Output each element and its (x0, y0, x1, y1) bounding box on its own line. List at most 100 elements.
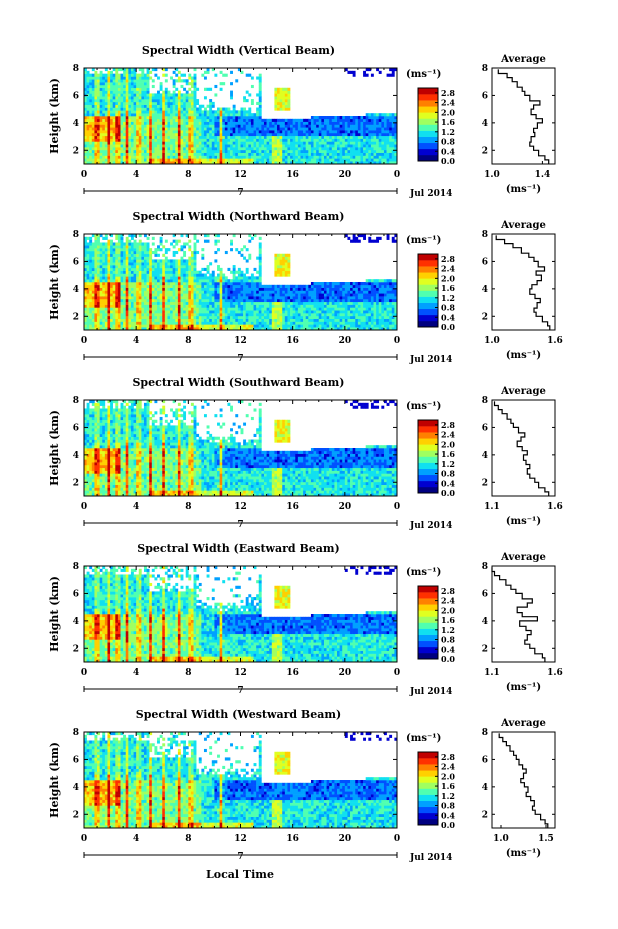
heatmap-cell (157, 259, 160, 263)
heatmap-cell (143, 265, 147, 269)
heatmap-cell (352, 127, 356, 131)
heatmap-cell (227, 293, 231, 297)
heatmap-cell (237, 110, 241, 114)
heatmap-cell (376, 138, 380, 142)
heatmap-cell (136, 141, 140, 145)
heatmap-cell (99, 110, 103, 114)
heatmap-cell (290, 127, 293, 131)
heatmap-cell (115, 107, 119, 111)
heatmap-cell (177, 116, 181, 120)
heatmap-cell (170, 259, 173, 263)
heatmap-cell (183, 279, 187, 283)
heatmap-cell (290, 138, 293, 142)
heatmap-cell (99, 73, 103, 77)
heatmap-cell (149, 113, 153, 117)
heatmap-cell (279, 96, 283, 100)
heatmap-cell (331, 116, 335, 120)
heatmap-cell (313, 155, 317, 159)
heatmap-cell (146, 304, 150, 308)
heatmap-cell (138, 149, 142, 153)
heatmap-cell (154, 250, 158, 255)
heatmap-cell (89, 298, 93, 303)
heatmap-cell (201, 161, 205, 165)
heatmap-cell (297, 118, 301, 122)
heatmap-cell (248, 310, 252, 314)
heatmap-cell (261, 307, 265, 311)
heatmap-cell (357, 158, 361, 162)
heatmap-cell (117, 270, 121, 274)
heatmap-cell (240, 147, 244, 151)
heatmap-cell (201, 147, 205, 151)
heatmap-cell (263, 144, 267, 148)
heatmap-cell (235, 284, 239, 288)
heatmap-cell (391, 132, 395, 137)
heatmap-cell (292, 141, 296, 145)
heatmap-cell (172, 279, 176, 283)
heatmap-cell (279, 124, 283, 128)
heatmap-cell (211, 144, 215, 148)
heatmap-cell (180, 245, 184, 249)
heatmap-cell (373, 149, 377, 153)
heatmap-cell (350, 155, 353, 159)
heatmap-cell (258, 315, 262, 319)
heatmap-cell (177, 93, 181, 97)
heatmap-cell (203, 313, 207, 317)
heatmap-cell (133, 101, 137, 105)
heatmap-cell (112, 279, 116, 283)
heatmap-cell (237, 127, 241, 131)
heatmap-cell (245, 116, 249, 120)
heatmap-cell (138, 155, 142, 159)
heatmap-cell (120, 301, 124, 305)
heatmap-cell (136, 101, 140, 105)
heatmap-cell (157, 90, 160, 94)
heatmap-cell (209, 161, 213, 165)
heatmap-cell (290, 121, 293, 125)
heatmap-cell (91, 284, 95, 288)
heatmap-cell (146, 116, 150, 120)
heatmap-cell (154, 155, 158, 159)
heatmap-cell (389, 152, 393, 156)
heatmap-cell (292, 132, 296, 137)
heatmap-cell (117, 239, 121, 243)
heatmap-cell (141, 282, 145, 286)
heatmap-cell (143, 104, 147, 108)
heatmap-cell (123, 245, 127, 249)
heatmap-cell (110, 290, 113, 294)
heatmap-cell (219, 276, 223, 280)
heatmap-cell (292, 152, 296, 156)
heatmap-cell (157, 290, 160, 294)
heatmap-cell (120, 327, 124, 331)
heatmap-cell (97, 104, 100, 108)
heatmap-cell (383, 149, 387, 153)
heatmap-cell (282, 90, 286, 94)
heatmap-cell (89, 318, 93, 322)
heatmap-cell (235, 298, 239, 303)
heatmap-cell (258, 84, 262, 89)
heatmap-cell (172, 127, 176, 131)
heatmap-cell (357, 118, 361, 122)
heatmap-cell (224, 324, 228, 328)
heatmap-cell (146, 307, 150, 311)
heatmap-cell (180, 161, 184, 165)
heatmap-cell (274, 149, 278, 153)
heatmap-cell (203, 116, 207, 120)
heatmap-cell (94, 273, 98, 277)
heatmap-cell (295, 127, 299, 131)
heatmap-cell (196, 250, 200, 255)
heatmap-cell (117, 242, 121, 246)
heatmap-cell (337, 158, 340, 162)
heatmap-cell (89, 242, 93, 246)
heatmap-cell (164, 276, 168, 280)
heatmap-cell (347, 149, 351, 153)
heatmap-cell (175, 155, 179, 159)
heatmap-cell (172, 93, 176, 97)
heatmap-cell (321, 144, 325, 148)
panel-title: Spectral Width (Vertical Beam) (142, 44, 335, 57)
heatmap-cell (198, 313, 202, 317)
heatmap-cell (308, 152, 312, 156)
heatmap-cell (117, 262, 121, 266)
heatmap-cell (389, 147, 393, 151)
heatmap-cell (117, 110, 121, 114)
heatmap-cell (125, 321, 129, 325)
heatmap-cell (389, 161, 393, 165)
